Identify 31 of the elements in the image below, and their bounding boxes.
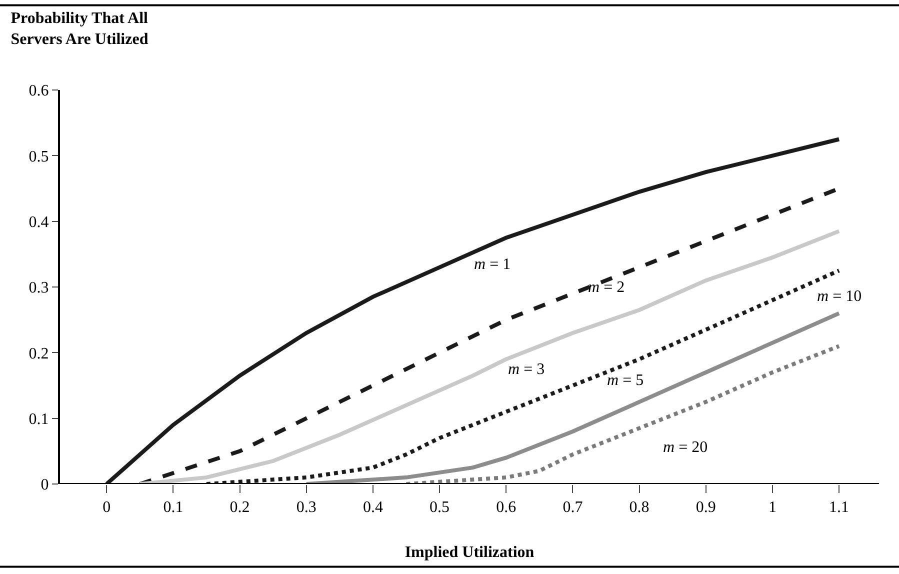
- series-label: m = 20: [663, 439, 708, 456]
- series-label: m = 10: [817, 288, 862, 305]
- y-tick-label: 0.3: [28, 280, 49, 297]
- x-tick-label: 1: [768, 499, 776, 516]
- series-label: m = 2: [588, 279, 625, 296]
- x-tick-label: 0.2: [230, 499, 250, 516]
- y-tick-label: 0.6: [28, 82, 49, 100]
- x-tick-label: 0: [102, 499, 111, 516]
- line-series: [204, 268, 842, 484]
- y-tick-label: 0.2: [28, 345, 49, 362]
- x-tick-label: 0.9: [696, 499, 716, 516]
- x-tick-label: 0.3: [296, 499, 316, 516]
- x-tick-label: 0.7: [562, 499, 583, 516]
- y-tick-label: 0: [40, 476, 49, 494]
- line-series: [304, 311, 842, 484]
- series-label: m = 3: [508, 361, 545, 378]
- y-tick-label: 0.5: [28, 148, 49, 166]
- chart-title: Probability That All Servers Are Utilized: [10, 10, 149, 48]
- x-tick-label: 0.8: [629, 499, 650, 516]
- series-label: m = 1: [474, 256, 511, 273]
- line-series: [404, 344, 842, 484]
- y-tick-label: 0.4: [28, 214, 49, 231]
- line-series: [104, 137, 842, 484]
- x-tick-label: 0.6: [496, 499, 516, 516]
- series-label: m = 5: [607, 372, 644, 389]
- x-tick-label: 0.4: [362, 499, 383, 516]
- x-tick-label: 1.1: [829, 499, 850, 516]
- y-tick-label: 0.1: [28, 410, 49, 428]
- x-tick-label: 0.1: [163, 499, 184, 516]
- x-axis-title: Implied Utilization: [404, 544, 534, 561]
- x-tick-label: 0.5: [430, 499, 450, 516]
